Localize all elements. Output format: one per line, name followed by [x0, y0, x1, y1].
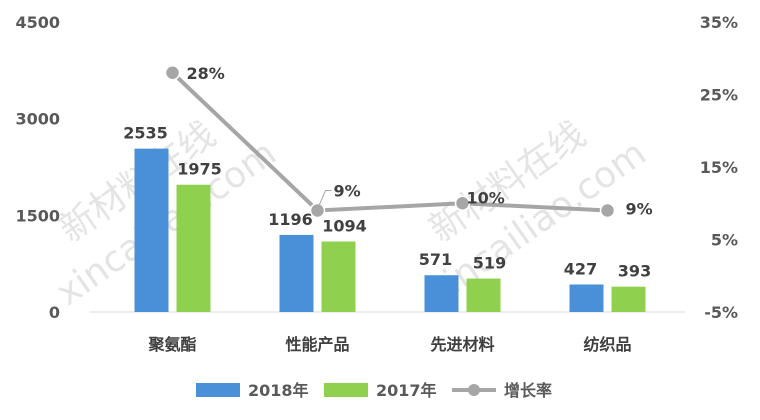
bar-2017	[321, 241, 356, 312]
bar-data-label: 2535	[123, 124, 168, 143]
legend: 2018年 2017年 增长率	[196, 381, 552, 400]
left-tick-label: 0	[49, 303, 60, 322]
growth-data-label: 10%	[467, 188, 505, 207]
bar-data-labels: 2535 1196 571 427 1975 1094 519 393	[123, 124, 651, 281]
growth-point	[309, 202, 326, 219]
right-axis-ticks: -5% 5% 15% 25% 35%	[700, 13, 738, 322]
category-label: 纺织品	[583, 335, 631, 354]
growth-data-labels: 28% 9% 10% 9%	[187, 64, 653, 219]
bar-data-label: 519	[473, 254, 506, 273]
axes: 0 1500 3000 4500 -5% 5% 15% 25% 35% 聚氨酯 性能产品 先进材料…	[15, 13, 738, 354]
bar-data-label: 393	[618, 262, 651, 281]
left-axis-ticks: 0 1500 3000 4500	[15, 13, 60, 322]
bar-2018	[424, 275, 459, 312]
bar-data-label: 1975	[177, 160, 222, 179]
bar-2018	[134, 148, 169, 312]
growth-point	[164, 65, 181, 81]
growth-line-series	[164, 65, 616, 219]
legend-swatch-0	[196, 383, 240, 397]
left-tick-label: 4500	[15, 13, 60, 32]
bar-2017	[176, 184, 211, 312]
bar-data-label: 1196	[268, 210, 313, 229]
legend-label: 2018年	[248, 381, 309, 400]
left-tick-label: 3000	[15, 110, 60, 129]
growth-line	[171, 71, 608, 213]
bar-2017	[611, 286, 646, 312]
right-tick-label: 35%	[700, 13, 738, 32]
growth-data-label: 9%	[626, 200, 653, 219]
legend-swatch-1	[324, 383, 368, 397]
right-tick-label: 5%	[711, 231, 738, 250]
category-labels: 聚氨酯 性能产品 先进材料 纺织品	[147, 335, 631, 354]
legend-label: 增长率	[504, 381, 552, 400]
left-tick-label: 1500	[15, 206, 60, 225]
legend-swatch-marker	[468, 384, 480, 396]
bar-data-label: 427	[564, 259, 597, 278]
legend-label: 2017年	[376, 381, 437, 400]
category-label: 先进材料	[430, 335, 494, 354]
leader-line	[319, 190, 332, 205]
category-label: 性能产品	[285, 335, 349, 354]
growth-data-label: 28%	[187, 64, 225, 83]
growth-data-label: 9%	[334, 182, 361, 201]
bar-2017	[466, 278, 501, 312]
growth-point	[454, 195, 471, 211]
bar-2018	[279, 234, 314, 312]
right-tick-label: -5%	[704, 303, 738, 322]
bars	[134, 148, 646, 312]
bar-data-label: 1094	[322, 216, 367, 235]
right-tick-label: 15%	[700, 158, 738, 177]
growth-point	[599, 202, 616, 219]
category-label: 聚氨酯	[147, 335, 196, 354]
bar-2018	[569, 284, 604, 312]
right-tick-label: 25%	[700, 86, 738, 105]
bar-data-label: 571	[419, 250, 452, 269]
